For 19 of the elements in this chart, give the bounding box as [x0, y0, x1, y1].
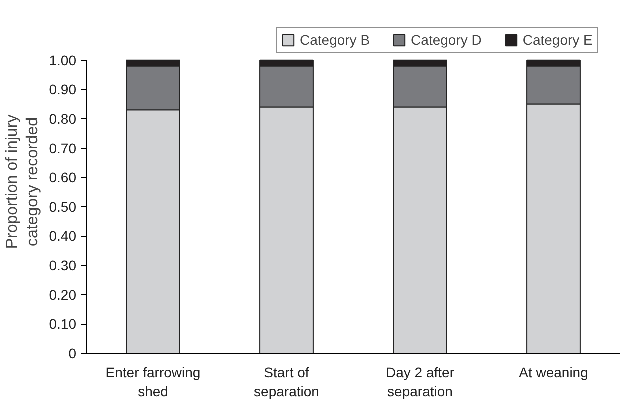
legend-label: Category B: [300, 32, 370, 48]
y-axis-title: Proportion of injury category recorded: [4, 114, 42, 250]
y-tick-label: 0: [68, 346, 77, 362]
y-tick-label: 0.70: [49, 140, 77, 156]
y-tick-label: 0.60: [49, 170, 77, 186]
legend-label: Category D: [411, 32, 482, 48]
y-tick-label: 0.20: [49, 286, 77, 303]
y-tick-label: 0.10: [49, 316, 77, 332]
y-tick-label: 0.40: [49, 228, 77, 244]
y-tick-label: 0.80: [49, 110, 77, 127]
y-tick-label: 1.00: [49, 52, 77, 68]
x-tick-label: Enter farrowing shed: [106, 364, 201, 400]
legend-label: Category E: [522, 32, 593, 48]
x-tick-label: Day 2 after separation: [386, 364, 455, 400]
y-tick-label: 0.30: [49, 258, 77, 274]
y-tick-label: 0.50: [49, 198, 77, 215]
x-tick-label: At weaning: [519, 364, 588, 380]
x-tick-label: Start of separation: [254, 364, 320, 400]
y-tick-label: 0.90: [49, 82, 77, 98]
